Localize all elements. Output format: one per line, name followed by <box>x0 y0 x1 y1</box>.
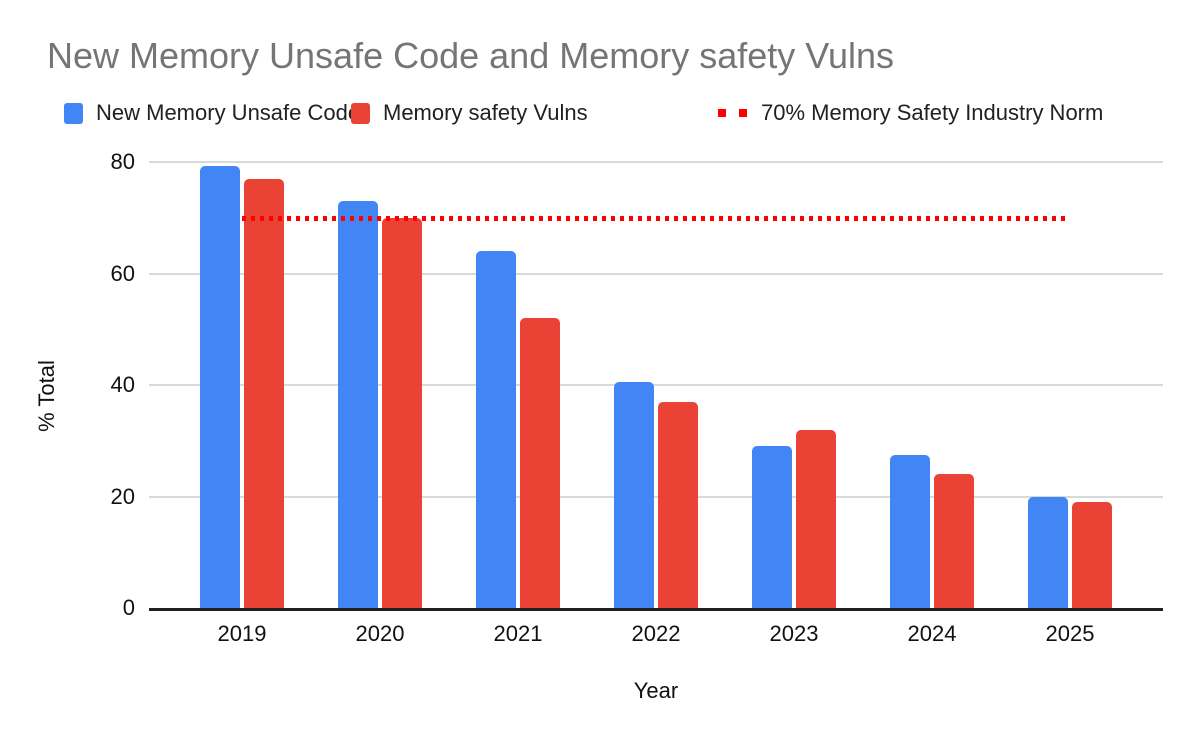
bar-2025-unsafe-code <box>1028 496 1068 608</box>
y-tick-label-60: 60 <box>110 260 135 286</box>
chart-title: New Memory Unsafe Code and Memory safety… <box>47 35 895 76</box>
gridline-80 <box>149 161 1163 163</box>
legend-label-vulns: Memory safety Vulns <box>383 100 588 125</box>
bar-2019-vulns <box>244 178 284 608</box>
y-axis-title: % Total <box>34 360 59 432</box>
legend-swatch-blue-icon <box>64 102 83 124</box>
plot-area: 0 20 40 60 80 2019 2020 2021 2022 2023 2024 2025 <box>111 149 1163 646</box>
bar-2024-vulns <box>934 474 974 608</box>
y-tick-label-80: 80 <box>110 149 135 174</box>
legend-label-industry-norm: 70% Memory Safety Industry Norm <box>761 100 1104 125</box>
bar-2022-unsafe-code <box>614 382 654 608</box>
x-axis-title: Year <box>633 678 679 703</box>
bar-2023-vulns <box>796 429 836 608</box>
bar-2024-unsafe-code <box>890 454 930 608</box>
x-tick-label-2025: 2025 <box>1045 621 1095 646</box>
bar-2021-unsafe-code <box>476 251 516 608</box>
bar-2022-vulns <box>658 401 698 608</box>
x-tick-label-2024: 2024 <box>907 621 957 646</box>
x-tick-label-2023: 2023 <box>769 621 819 646</box>
gridline-60 <box>149 272 1163 275</box>
bar-2020-unsafe-code <box>338 201 378 608</box>
legend-item-unsafe-code: New Memory Unsafe Code <box>64 100 360 126</box>
legend-item-industry-norm: 70% Memory Safety Industry Norm <box>718 100 1103 126</box>
x-tick-label-2020: 2020 <box>355 621 405 646</box>
bar-2020-vulns <box>382 217 422 608</box>
bar-2025-vulns <box>1072 502 1112 608</box>
bar-2023-unsafe-code <box>752 446 792 608</box>
y-tick-label-20: 20 <box>110 483 135 509</box>
x-tick-label-2021: 2021 <box>493 621 543 646</box>
gridline-20 <box>149 495 1163 498</box>
y-tick-label-40: 40 <box>110 372 135 397</box>
legend-item-vulns: Memory safety Vulns <box>351 100 588 126</box>
reference-line-70pct <box>242 215 1066 221</box>
y-tick-label-0: 0 <box>122 595 135 620</box>
x-tick-label-2022: 2022 <box>631 621 681 646</box>
gridline-40 <box>149 384 1163 386</box>
legend-swatch-red-icon <box>351 102 370 124</box>
legend-label-unsafe-code: New Memory Unsafe Code <box>96 100 361 125</box>
dotted-line-icon <box>718 109 747 117</box>
bar-2019-unsafe-code <box>200 165 240 608</box>
bar-2021-vulns <box>520 318 560 608</box>
x-tick-label-2019: 2019 <box>217 621 267 646</box>
